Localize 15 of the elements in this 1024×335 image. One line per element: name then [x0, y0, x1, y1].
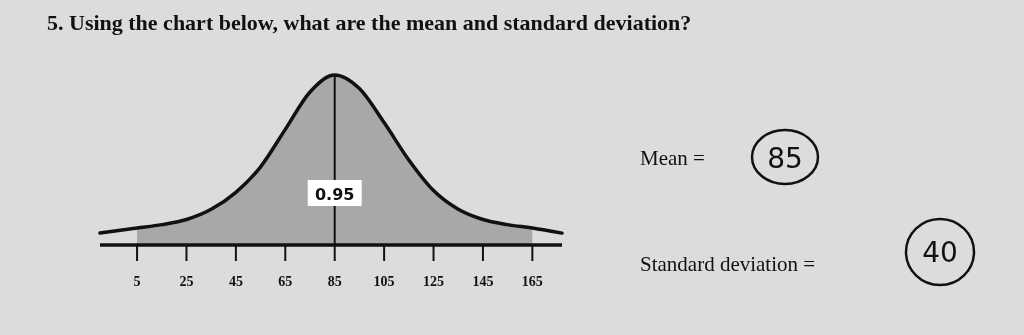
x-tick-label: 105	[373, 274, 395, 289]
annotation: 0.95	[314, 185, 355, 204]
text: 40	[922, 236, 958, 269]
text: Standard deviation =	[640, 252, 816, 276]
x-tick-label: 5	[133, 274, 141, 289]
x-tick-label: 85	[327, 274, 342, 289]
x-tick-label: 25	[179, 274, 194, 289]
x-tick-label: 165	[521, 274, 543, 289]
text: 85	[767, 142, 803, 175]
x-tick-label: 125	[423, 274, 445, 289]
x-tick-label: 45	[228, 274, 243, 289]
text: Mean =	[640, 146, 705, 170]
x-tick-label: 145	[472, 274, 494, 289]
chart-title: 5. Using the chart below, what are the mean and standard deviation?	[47, 10, 692, 35]
x-tick-label: 65	[278, 274, 293, 289]
